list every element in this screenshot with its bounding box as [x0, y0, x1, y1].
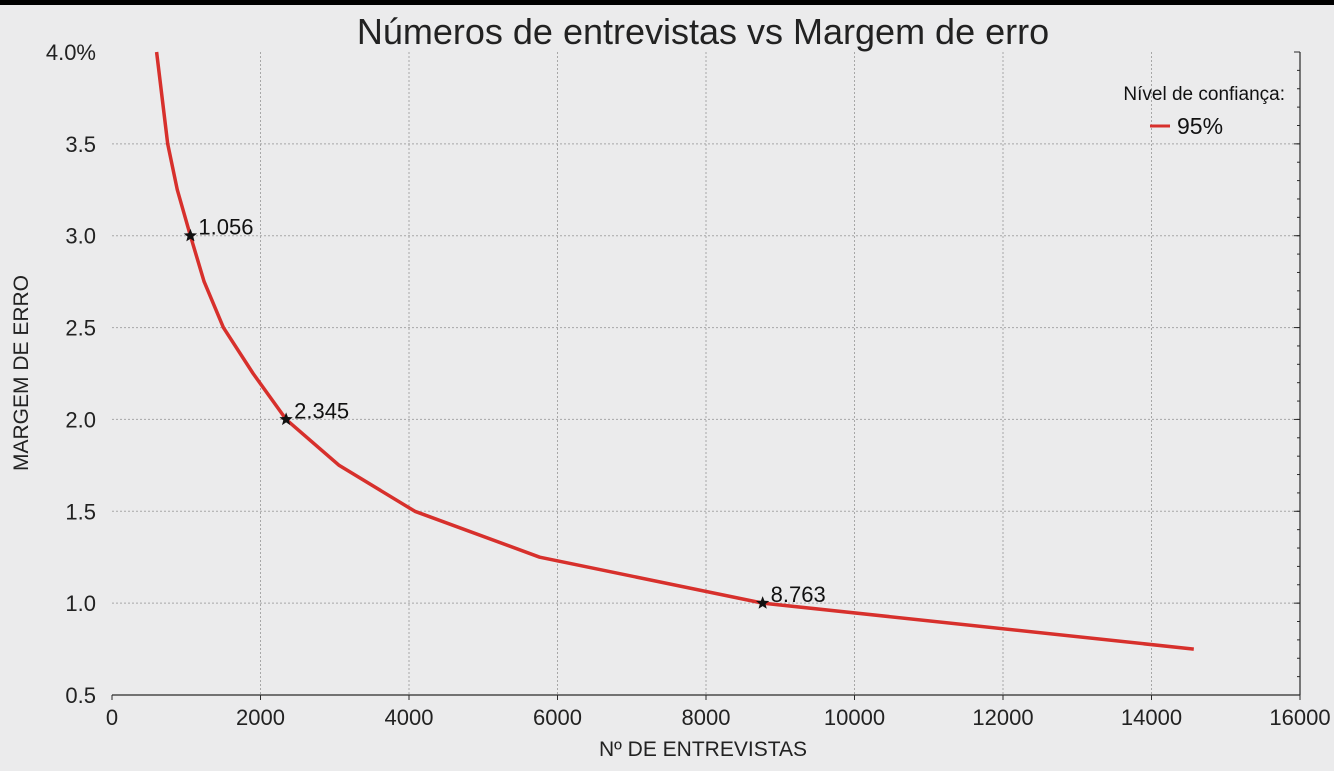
legend-label: 95%	[1177, 113, 1223, 139]
series-line-95	[154, 51, 1194, 651]
x-tick-label: 16000	[1269, 705, 1330, 730]
annotations: 1.056 2.345 8.763	[183, 215, 826, 609]
y-tick-label: 1.5	[65, 499, 96, 524]
x-tick-label: 12000	[972, 705, 1033, 730]
x-tick-label: 0	[106, 705, 118, 730]
x-tick-label: 8000	[682, 705, 731, 730]
x-tick-label: 10000	[824, 705, 885, 730]
chart-title: Números de entrevistas vs Margem de erro	[357, 11, 1049, 52]
x-tick-label: 6000	[533, 705, 582, 730]
annotation-star-marker	[183, 228, 198, 242]
legend-title: Nível de confiança:	[1123, 84, 1285, 105]
legend: Nível de confiança: 95%	[1123, 84, 1285, 139]
y-axis-title: MARGEM DE ERRO	[10, 275, 33, 471]
x-tick-label: 4000	[385, 705, 434, 730]
x-axis-title: Nº DE ENTREVISTAS	[599, 738, 807, 761]
y-tick-label: 2.0	[65, 407, 96, 432]
tick-labels: 0 2000 4000 6000 8000 10000 12000 14000 16000 0.5…	[46, 40, 1331, 730]
grid	[112, 52, 1300, 695]
x-tick-label: 2000	[236, 705, 285, 730]
y-tick-label: 0.5	[65, 683, 96, 708]
tick-marks	[111, 51, 1301, 700]
y-tick-label: 3.5	[65, 132, 96, 157]
series	[154, 51, 1194, 651]
chart-background	[0, 5, 1334, 771]
annotation-star-marker	[279, 412, 293, 426]
annotation-star-marker	[756, 596, 770, 609]
annotation-label: 2.345	[294, 398, 349, 423]
y-tick-label: 2.5	[65, 316, 96, 341]
y-tick-label: 4.0%	[46, 40, 96, 65]
y-tick-label: 1.0	[65, 591, 96, 616]
y-tick-label: 3.0	[65, 224, 96, 249]
x-tick-label: 14000	[1121, 705, 1182, 730]
annotation-label: 1.056	[198, 215, 253, 240]
annotation-label: 8.763	[771, 582, 826, 607]
